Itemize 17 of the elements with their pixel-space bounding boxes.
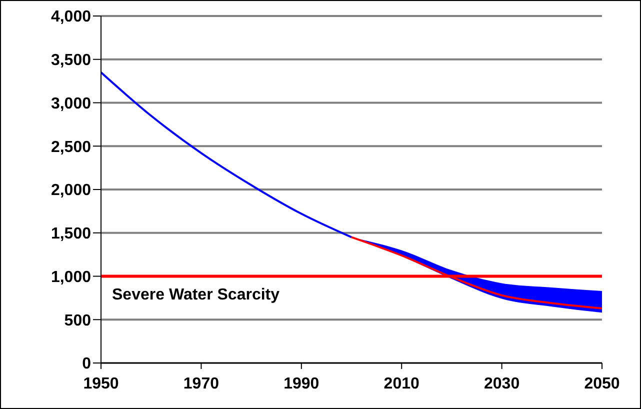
x-tick-label: 2050 (584, 375, 620, 392)
line-series (101, 71, 352, 238)
x-tick-label: 2030 (484, 375, 520, 392)
y-tick-label: 1,500 (50, 226, 92, 243)
y-tick-label: 3,000 (50, 95, 92, 112)
x-tick-label: 1990 (284, 375, 320, 392)
y-tick-label: 3,500 (50, 52, 92, 70)
y-tick-label: 4,000 (50, 8, 92, 26)
y-tick-label: 2,500 (50, 138, 92, 156)
y-tick-label: 2,000 (50, 182, 92, 200)
y-tick-label: 0 (82, 356, 92, 373)
ref-line-label: Severe Water Scarcity (112, 286, 280, 304)
x-tick-label: 2010 (384, 375, 420, 392)
y-tick-label: 500 (64, 312, 92, 330)
x-tick-label: 1950 (83, 375, 119, 392)
x-tick-label: 1970 (183, 375, 220, 392)
y-tick-label: 1,000 (50, 268, 92, 286)
